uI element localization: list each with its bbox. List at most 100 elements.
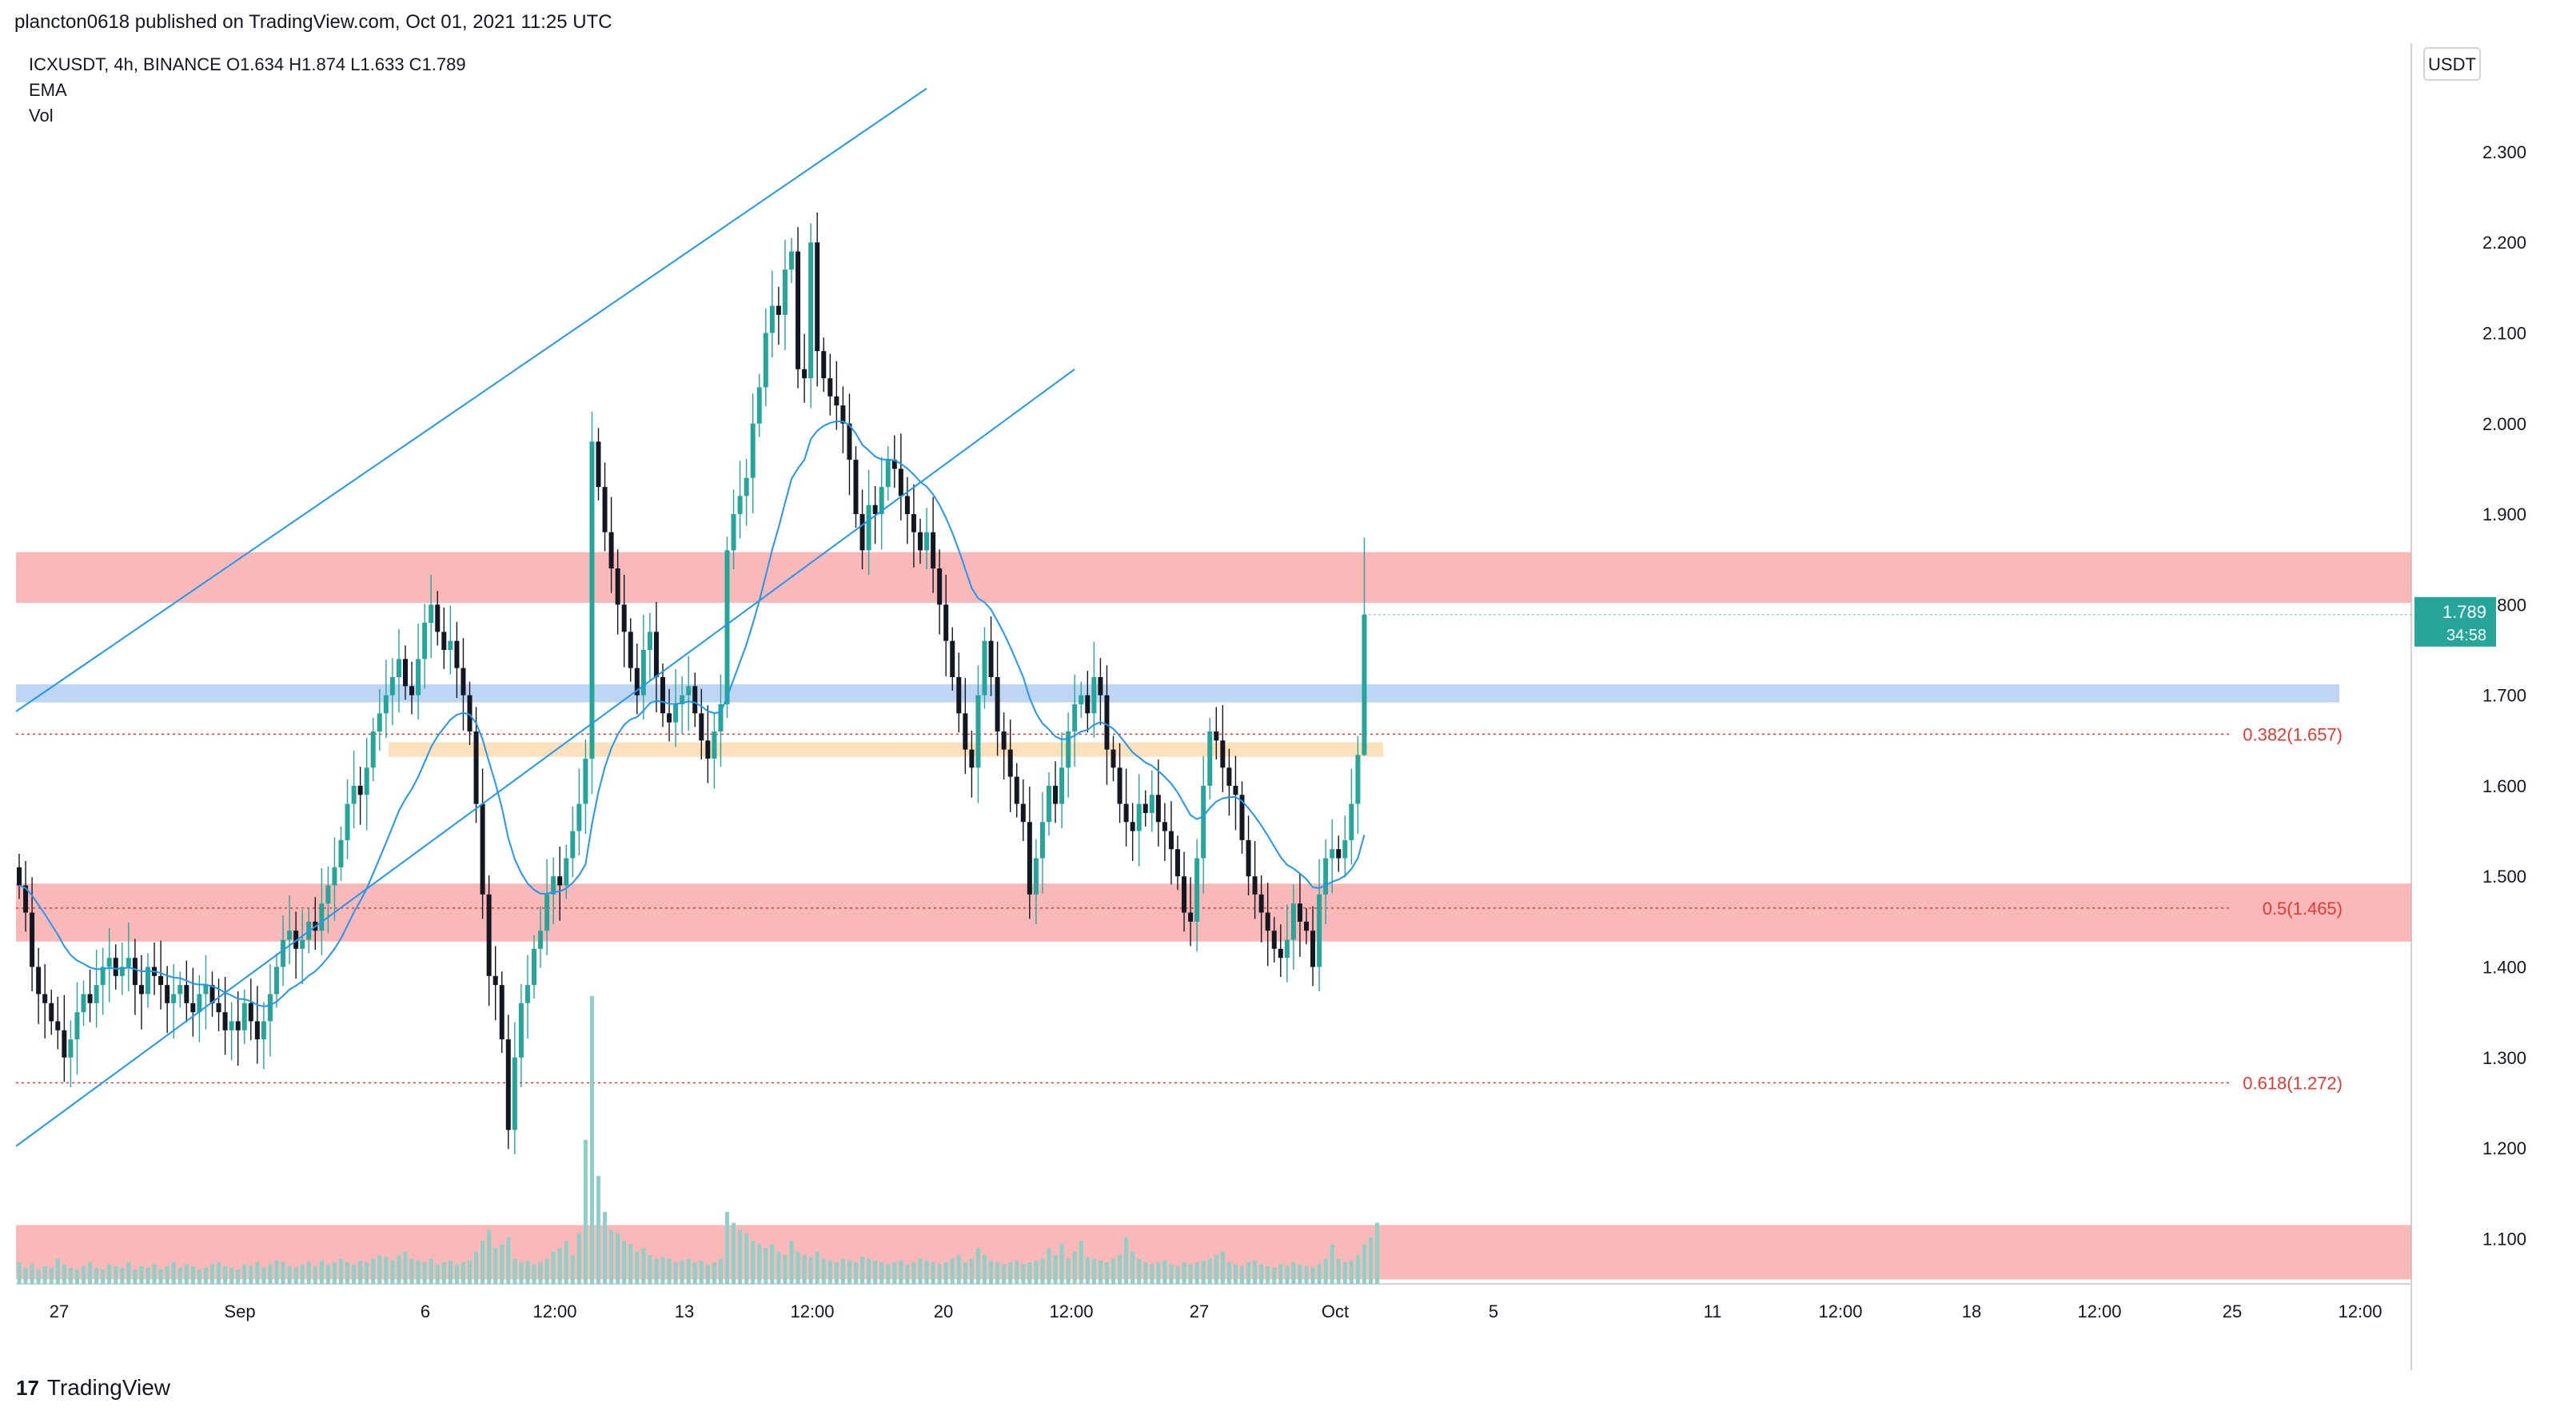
candle-body[interactable] xyxy=(1278,948,1283,959)
candle-body[interactable] xyxy=(448,640,453,651)
candle-body[interactable] xyxy=(216,1002,221,1013)
zone-volume-band[interactable] xyxy=(16,1225,2411,1280)
candle-body[interactable] xyxy=(898,468,903,496)
candle-body[interactable] xyxy=(821,351,827,379)
chart-area[interactable]: 0.382(1.657) 0.5(1.465) 0.618(1.272) 2.300 2… xyxy=(16,43,2558,1370)
candle-body[interactable] xyxy=(1355,755,1361,804)
candle-body[interactable] xyxy=(403,659,408,687)
candle-body[interactable] xyxy=(1188,912,1194,922)
candle-body[interactable] xyxy=(505,1039,511,1130)
candle-body[interactable] xyxy=(1201,785,1206,859)
legend-ema[interactable]: EMA xyxy=(29,80,67,100)
candle-body[interactable] xyxy=(300,939,305,949)
candle-body[interactable] xyxy=(943,604,949,641)
candle-body[interactable] xyxy=(1098,676,1103,696)
candle-body[interactable] xyxy=(345,803,350,840)
candle-body[interactable] xyxy=(416,659,421,696)
zone-support-flip[interactable] xyxy=(16,684,2339,703)
candle-body[interactable] xyxy=(1027,822,1032,895)
candle-body[interactable] xyxy=(1194,858,1200,922)
candle-body[interactable] xyxy=(570,831,576,859)
candle-body[interactable] xyxy=(1297,903,1302,922)
candle-body[interactable] xyxy=(351,785,357,804)
candle-body[interactable] xyxy=(1310,931,1316,967)
candle-body[interactable] xyxy=(1066,731,1071,768)
candle-body[interactable] xyxy=(1175,849,1180,877)
candle-body[interactable] xyxy=(1252,876,1258,895)
candle-body[interactable] xyxy=(847,423,852,460)
candle-body[interactable] xyxy=(281,939,286,967)
candle-body[interactable] xyxy=(23,885,29,913)
candle-body[interactable] xyxy=(1317,894,1322,967)
candle-body[interactable] xyxy=(17,867,22,886)
candle-body[interactable] xyxy=(532,948,536,986)
candle-body[interactable] xyxy=(165,985,170,1003)
candle-body[interactable] xyxy=(1162,822,1167,831)
candle-body[interactable] xyxy=(518,1002,524,1058)
candle-body[interactable] xyxy=(235,1021,241,1030)
candle-body[interactable] xyxy=(724,550,730,704)
candle-body[interactable] xyxy=(319,903,325,931)
candle-body[interactable] xyxy=(1342,839,1348,859)
legend-vol[interactable]: Vol xyxy=(29,106,54,126)
candle-body[interactable] xyxy=(634,668,640,696)
candle-body[interactable] xyxy=(782,269,788,315)
candle-body[interactable] xyxy=(750,423,756,478)
last-price-badge[interactable] xyxy=(2415,596,2496,647)
candle-body[interactable] xyxy=(1091,676,1097,714)
candle-body[interactable] xyxy=(911,514,916,532)
candle-body[interactable] xyxy=(1233,785,1238,795)
candle-body[interactable] xyxy=(146,967,150,994)
candle-body[interactable] xyxy=(1155,795,1161,823)
candle-body[interactable] xyxy=(763,333,768,388)
candle-body[interactable] xyxy=(615,568,620,605)
candle-body[interactable] xyxy=(1323,858,1329,895)
candle-body[interactable] xyxy=(1053,785,1059,804)
candle-body[interactable] xyxy=(1304,921,1309,931)
candle-body[interactable] xyxy=(435,604,441,632)
candle-body[interactable] xyxy=(647,632,652,651)
candle-body[interactable] xyxy=(576,803,582,831)
candle-body[interactable] xyxy=(653,632,659,677)
candle-body[interactable] xyxy=(119,967,125,976)
candle-body[interactable] xyxy=(564,858,569,886)
candle-body[interactable] xyxy=(680,695,685,704)
candle-body[interactable] xyxy=(74,1012,80,1040)
candle-body[interactable] xyxy=(583,758,588,804)
candle-body[interactable] xyxy=(492,975,498,986)
candle-body[interactable] xyxy=(1239,795,1245,840)
candle-body[interactable] xyxy=(49,1002,54,1022)
candle-body[interactable] xyxy=(512,1057,517,1130)
candle-body[interactable] xyxy=(924,532,930,551)
candle-body[interactable] xyxy=(422,623,428,660)
candle-body[interactable] xyxy=(789,251,794,270)
candle-body[interactable] xyxy=(171,994,177,1003)
price-chart[interactable]: 0.382(1.657) 0.5(1.465) 0.618(1.272) 2.300 2… xyxy=(16,43,2558,1370)
candle-body[interactable] xyxy=(872,504,878,515)
candle-body[interactable] xyxy=(918,532,923,551)
candle-body[interactable] xyxy=(126,958,131,967)
candle-body[interactable] xyxy=(1271,931,1277,949)
candle-body[interactable] xyxy=(370,731,376,768)
candle-body[interactable] xyxy=(30,912,35,967)
candle-body[interactable] xyxy=(222,1012,228,1030)
candle-body[interactable] xyxy=(36,967,42,994)
candle-body[interactable] xyxy=(197,994,202,1013)
channel-lower-line[interactable] xyxy=(16,369,1075,1147)
candle-body[interactable] xyxy=(904,496,910,515)
legend-symbol[interactable]: ICXUSDT, 4h, BINANCE O1.634 H1.874 L1.63… xyxy=(29,54,466,74)
candle-body[interactable] xyxy=(840,405,846,424)
candle-body[interactable] xyxy=(982,640,987,696)
candle-body[interactable] xyxy=(1123,803,1129,823)
candle-body[interactable] xyxy=(1136,803,1142,831)
candle-body[interactable] xyxy=(113,958,118,976)
candle-body[interactable] xyxy=(190,1002,196,1013)
candle-body[interactable] xyxy=(551,876,556,895)
candle-body[interactable] xyxy=(1362,614,1367,755)
candle-body[interactable] xyxy=(834,396,839,406)
candle-body[interactable] xyxy=(660,676,665,714)
candle-body[interactable] xyxy=(396,659,401,677)
candle-body[interactable] xyxy=(1072,704,1078,731)
currency-badge[interactable] xyxy=(2423,47,2481,81)
candle-body[interactable] xyxy=(557,876,563,886)
